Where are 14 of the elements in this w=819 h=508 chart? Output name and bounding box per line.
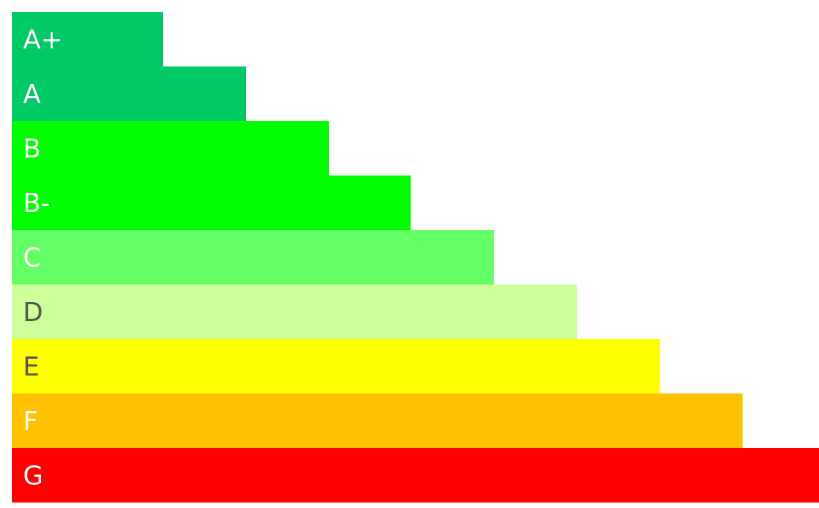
- y-tick-label: F: [23, 406, 38, 437]
- y-tick-label: B-: [23, 188, 50, 219]
- y-tick-label: E: [23, 352, 40, 382]
- y-tick-label: G: [23, 461, 44, 492]
- bar: [12, 339, 660, 394]
- y-tick-label: D: [23, 298, 44, 328]
- bar: [12, 230, 494, 285]
- bar: [12, 394, 742, 448]
- y-tick-label: C: [23, 243, 42, 274]
- y-tick-label: A+: [23, 25, 63, 56]
- bar: [12, 448, 819, 503]
- bar: [12, 284, 577, 340]
- y-tick-label: B: [23, 134, 41, 164]
- y-tick-label: A: [23, 80, 41, 110]
